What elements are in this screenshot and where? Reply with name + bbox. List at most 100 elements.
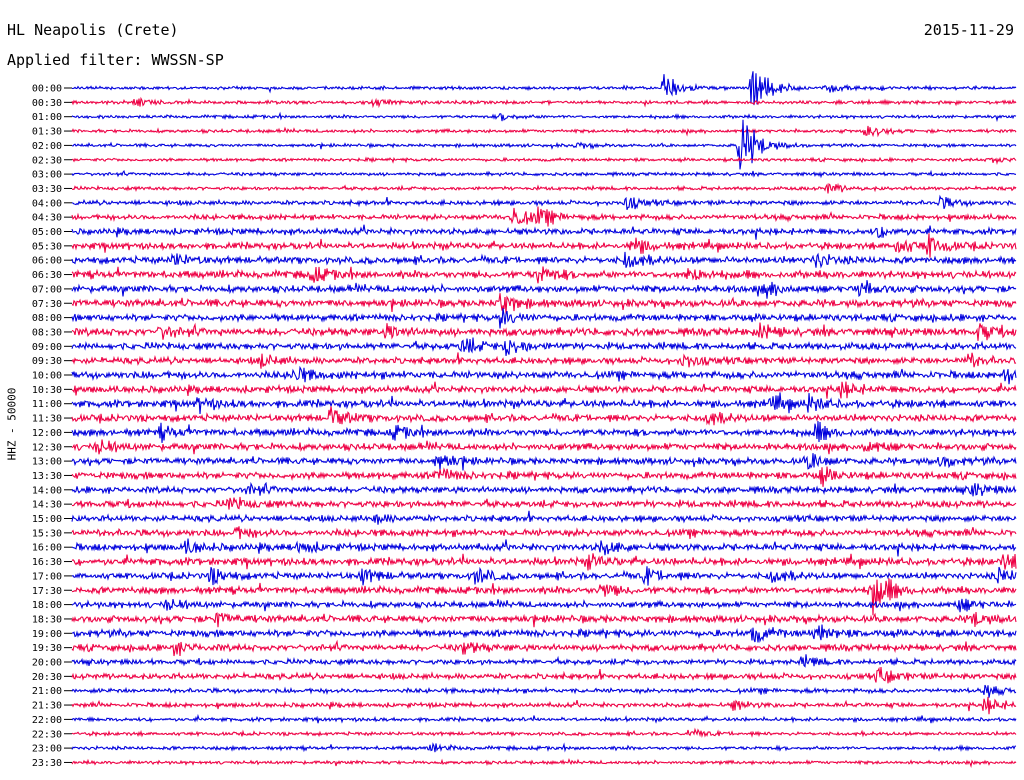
row-label: 18:00 <box>32 600 62 611</box>
row-label: 01:00 <box>32 112 62 123</box>
trace-line <box>71 266 1017 284</box>
trace-line <box>71 156 1017 166</box>
trace-line <box>71 224 1017 240</box>
row-label: 16:30 <box>32 557 62 568</box>
trace-line <box>71 206 1017 227</box>
row-label: 22:00 <box>32 715 62 726</box>
row-label: 16:00 <box>32 543 62 554</box>
trace-line <box>71 352 1017 369</box>
row-label: 07:30 <box>32 299 62 310</box>
trace-line <box>71 496 1017 510</box>
row-label: 21:30 <box>32 701 62 712</box>
row-label: 23:30 <box>32 758 62 769</box>
trace-line <box>71 96 1017 109</box>
trace-line <box>71 757 1017 769</box>
row-label: 20:30 <box>32 672 62 683</box>
trace-line <box>71 119 1017 170</box>
trace-line <box>71 308 1017 329</box>
row-label: 18:30 <box>32 614 62 625</box>
row-label: 04:30 <box>32 213 62 224</box>
trace-line <box>71 365 1017 385</box>
trace-line <box>71 727 1017 738</box>
station-title: HL Neapolis (Crete) <box>7 21 179 39</box>
trace-line <box>71 322 1017 341</box>
trace-line <box>71 125 1017 138</box>
trace-line <box>71 578 1017 616</box>
trace-line <box>71 421 1017 443</box>
trace-line <box>71 71 1017 106</box>
row-label: 10:00 <box>32 371 62 382</box>
trace-line <box>71 406 1017 426</box>
row-label: 00:00 <box>32 84 62 95</box>
row-label: 13:30 <box>32 471 62 482</box>
trace-line <box>71 233 1017 258</box>
date-label: 2015-11-29 <box>923 21 1014 39</box>
trace-line <box>71 392 1017 415</box>
row-label: 09:00 <box>32 342 62 353</box>
row-label: 09:30 <box>32 356 62 367</box>
trace-line <box>71 280 1017 299</box>
trace-line <box>71 598 1017 613</box>
trace-line <box>71 481 1017 497</box>
trace-line <box>71 654 1017 668</box>
trace-line <box>71 696 1017 715</box>
trace-line <box>71 439 1017 455</box>
row-label: 06:30 <box>32 270 62 281</box>
row-label: 02:00 <box>32 141 62 152</box>
filter-label: Applied filter: WWSSN-SP <box>7 51 224 69</box>
trace-line <box>71 453 1017 471</box>
row-label: 13:00 <box>32 457 62 468</box>
trace-line <box>71 538 1017 557</box>
row-label: 08:30 <box>32 327 62 338</box>
row-label: 15:30 <box>32 528 62 539</box>
trace-line <box>71 553 1017 571</box>
row-label: 17:00 <box>32 571 62 582</box>
row-label: 14:00 <box>32 485 62 496</box>
trace-line <box>71 466 1017 487</box>
row-label: 00:30 <box>32 98 62 109</box>
row-label: 20:00 <box>32 658 62 669</box>
row-label: 22:30 <box>32 729 62 740</box>
row-label: 03:30 <box>32 184 62 195</box>
row-label: 10:30 <box>32 385 62 396</box>
trace-line <box>71 742 1017 753</box>
row-label: 12:30 <box>32 442 62 453</box>
row-label: 19:30 <box>32 643 62 654</box>
row-label: 17:30 <box>32 586 62 597</box>
row-label: 06:00 <box>32 256 62 267</box>
trace-line <box>71 251 1017 269</box>
row-label: 05:00 <box>32 227 62 238</box>
trace-line <box>71 510 1017 525</box>
row-label: 11:30 <box>32 414 62 425</box>
trace-line <box>71 684 1017 698</box>
trace-line <box>71 713 1017 724</box>
trace-line <box>71 381 1017 399</box>
row-label: 23:00 <box>32 744 62 755</box>
plot-frame <box>71 79 1017 772</box>
trace-line <box>71 194 1016 211</box>
row-label: 05:30 <box>32 241 62 252</box>
trace-line <box>71 337 1017 356</box>
trace-line <box>71 526 1017 540</box>
trace-line <box>71 611 1017 628</box>
row-label: 21:00 <box>32 686 62 697</box>
row-label: 14:30 <box>32 500 62 511</box>
trace-line <box>71 624 1017 644</box>
row-label: 07:00 <box>32 284 62 295</box>
row-label: 01:30 <box>32 127 62 138</box>
row-label: 15:00 <box>32 514 62 525</box>
trace-line <box>71 293 1017 314</box>
row-label: 11:00 <box>32 399 62 410</box>
trace-line <box>71 666 1017 684</box>
trace-line <box>71 111 1017 123</box>
trace-line <box>71 182 1017 194</box>
row-label: 04:00 <box>32 198 62 209</box>
trace-line <box>71 639 1017 657</box>
trace-line <box>71 566 1017 586</box>
row-label: 03:00 <box>32 170 62 181</box>
trace-line <box>71 169 1016 179</box>
row-label: 02:30 <box>32 155 62 166</box>
row-label: 19:00 <box>32 629 62 640</box>
row-label: 12:00 <box>32 428 62 439</box>
